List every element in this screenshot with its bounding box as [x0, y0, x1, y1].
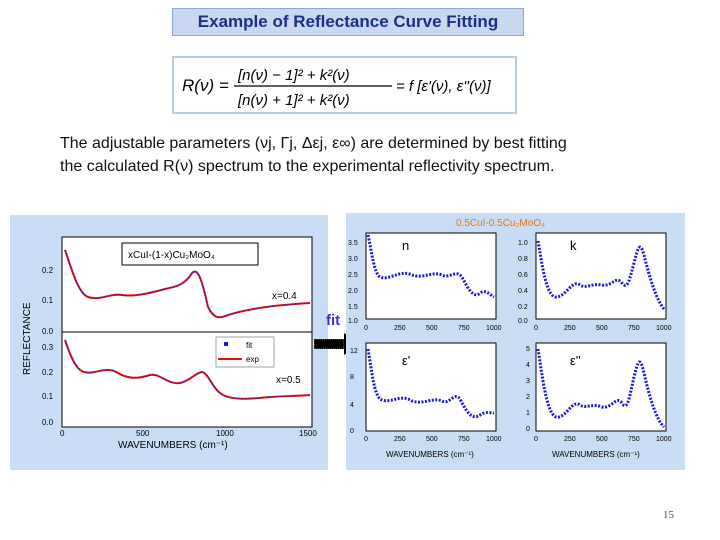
label-n: n — [402, 238, 409, 253]
svg-text:1.0: 1.0 — [518, 240, 528, 247]
svg-text:1000: 1000 — [486, 325, 502, 332]
x-tick: 0 — [60, 429, 65, 438]
x-tick: 1000 — [216, 429, 234, 438]
svg-text:1000: 1000 — [656, 325, 672, 332]
svg-text:0: 0 — [534, 325, 538, 332]
x-tick: 500 — [136, 429, 150, 438]
x-axis-label: WAVENUMBERS (cm⁻¹) — [118, 440, 228, 451]
panel-title: 0.5CuI-0.5Cu₂MoO₄ — [456, 218, 545, 229]
k-curve — [536, 240, 666, 310]
svg-text:1.5: 1.5 — [348, 304, 358, 311]
label-eps2: ε'' — [570, 353, 581, 368]
formula-denominator: [n(ν) + 1]² + k²(ν) — [237, 92, 350, 109]
svg-text:0: 0 — [350, 428, 354, 435]
svg-text:2: 2 — [526, 394, 530, 401]
x-axis-label-right: WAVENUMBERS (cm⁻¹) — [552, 450, 640, 459]
svg-text:750: 750 — [458, 436, 470, 443]
reflectance-plot: xCuI-(1-x)Cu₂MoO₄ REFLECTANCE 0.2 0.1 0.… — [22, 236, 317, 451]
reflectance-formula: R(ν) = [n(ν) − 1]² + k²(ν) [n(ν) + 1]² +… — [172, 56, 517, 114]
description-paragraph: The adjustable parameters (νj, Γj, Δεj, … — [60, 132, 670, 178]
legend-fit: fit — [246, 341, 253, 350]
svg-text:0: 0 — [526, 426, 530, 433]
formula-rhs: = f [ε'(ν), ε''(ν)] — [396, 78, 492, 95]
svg-text:250: 250 — [394, 325, 406, 332]
y-tick: 0.3 — [42, 343, 54, 352]
formula-lhs: R(ν) = — [182, 76, 229, 95]
plot-k — [535, 232, 667, 320]
svg-text:8: 8 — [350, 374, 354, 381]
svg-text:12: 12 — [350, 348, 358, 355]
svg-text:4: 4 — [350, 402, 354, 409]
reflectance-plot-panel: xCuI-(1-x)Cu₂MoO₄ REFLECTANCE 0.2 0.1 0.… — [10, 215, 328, 470]
fit-label: fit — [326, 312, 341, 329]
svg-text:0.6: 0.6 — [518, 272, 528, 279]
y-tick: 0.2 — [42, 266, 54, 275]
legend-box — [215, 336, 275, 368]
svg-text:0: 0 — [364, 436, 368, 443]
svg-text:500: 500 — [596, 436, 608, 443]
svg-text:500: 500 — [426, 325, 438, 332]
svg-text:500: 500 — [596, 325, 608, 332]
eps2-curve — [536, 348, 666, 429]
svg-text:1.0: 1.0 — [348, 318, 358, 325]
exp-curve-bottom — [64, 339, 311, 400]
svg-text:1000: 1000 — [486, 436, 502, 443]
y-axis-label: REFLECTANCE — [22, 302, 33, 375]
svg-text:250: 250 — [564, 325, 576, 332]
svg-text:0.4: 0.4 — [518, 288, 528, 295]
x-axis-label-left: WAVENUMBERS (cm⁻¹) — [386, 450, 474, 459]
svg-text:750: 750 — [628, 436, 640, 443]
svg-text:250: 250 — [564, 436, 576, 443]
svg-text:3.0: 3.0 — [348, 256, 358, 263]
y-tick: 0.2 — [42, 368, 54, 377]
legend-title: xCuI-(1-x)Cu₂MoO₄ — [128, 250, 215, 261]
svg-text:2.0: 2.0 — [348, 288, 358, 295]
label-eps1: ε' — [402, 353, 410, 368]
legend-fit-marker — [224, 342, 228, 346]
y-tick: 0.0 — [42, 418, 54, 427]
svg-text:1000: 1000 — [656, 436, 672, 443]
paragraph-line-2: the calculated R(ν) spectrum to the expe… — [60, 158, 555, 175]
label-x04: x=0.4 — [272, 291, 297, 302]
svg-text:5: 5 — [526, 346, 530, 353]
plot-eps2 — [535, 342, 667, 432]
page-number: 15 — [663, 509, 674, 521]
optical-constants-panel: 0.5CuI-0.5Cu₂MoO₄ n 3.5 3.0 2.5 2.0 1.5 … — [346, 213, 685, 470]
y-tick: 0.1 — [42, 296, 54, 305]
svg-text:0.0: 0.0 — [518, 318, 528, 325]
svg-text:0.8: 0.8 — [518, 256, 528, 263]
svg-text:3: 3 — [526, 378, 530, 385]
svg-text:4: 4 — [526, 362, 530, 369]
plot-n — [365, 232, 497, 320]
svg-text:750: 750 — [628, 325, 640, 332]
svg-text:1: 1 — [526, 410, 530, 417]
label-k: k — [570, 238, 577, 253]
y-tick: 0.1 — [42, 392, 54, 401]
svg-text:3.5: 3.5 — [348, 240, 358, 247]
optical-constants-plot: 0.5CuI-0.5Cu₂MoO₄ n 3.5 3.0 2.5 2.0 1.5 … — [348, 218, 672, 459]
x-tick: 1500 — [299, 429, 317, 438]
svg-text:750: 750 — [458, 325, 470, 332]
svg-text:250: 250 — [394, 436, 406, 443]
slide-title: Example of Reflectance Curve Fitting — [172, 8, 524, 36]
y-tick: 0.0 — [42, 327, 54, 336]
legend-title-box — [121, 242, 259, 266]
svg-text:0.2: 0.2 — [518, 304, 528, 311]
paragraph-line-1: The adjustable parameters (νj, Γj, Δεj, … — [60, 135, 567, 152]
formula-numerator: [n(ν) − 1]² + k²(ν) — [237, 67, 350, 84]
svg-text:0: 0 — [534, 436, 538, 443]
svg-text:2.5: 2.5 — [348, 272, 358, 279]
legend-exp: exp — [246, 355, 259, 364]
label-x05: x=0.5 — [276, 375, 301, 386]
svg-text:500: 500 — [426, 436, 438, 443]
eps1-curve — [366, 348, 495, 419]
exp-curve-top — [64, 249, 311, 318]
svg-text:0: 0 — [364, 325, 368, 332]
